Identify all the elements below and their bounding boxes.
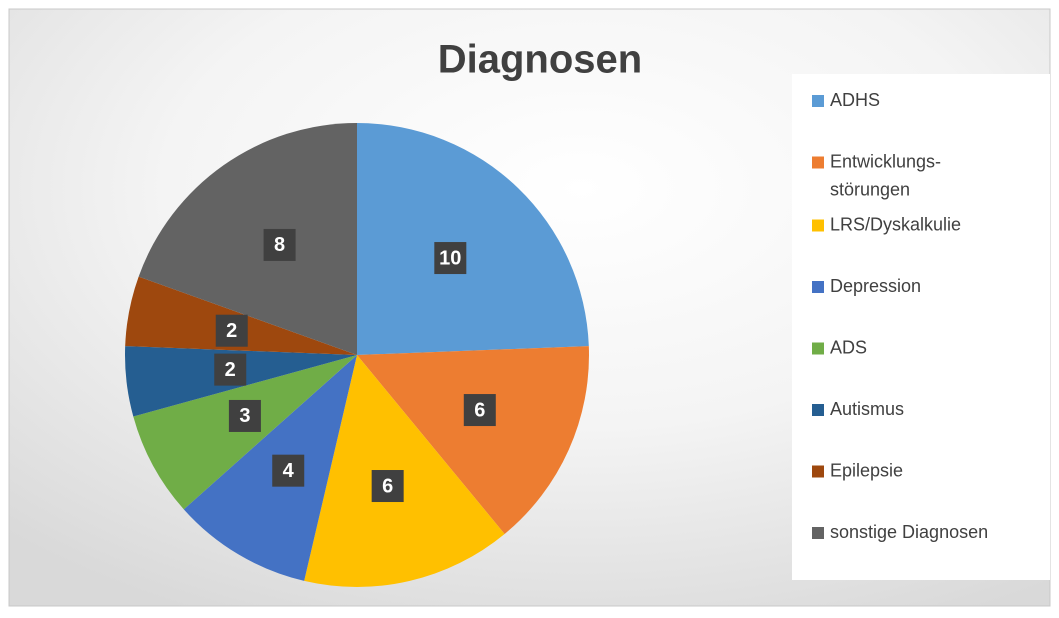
data-label: 6 — [382, 475, 393, 497]
legend-swatch — [812, 527, 824, 539]
data-label: 2 — [225, 359, 236, 381]
pie-slice — [138, 123, 357, 355]
data-label-box — [214, 353, 247, 386]
chart-title: Diagnosen — [438, 38, 642, 82]
pie-slice — [304, 355, 505, 587]
legend-swatch — [812, 281, 824, 293]
data-label: 3 — [239, 405, 250, 427]
data-label-box — [215, 314, 248, 347]
pie-slice — [183, 355, 357, 581]
legend-panel — [792, 74, 1050, 580]
legend-label: Entwicklungs-störungen — [830, 151, 941, 199]
legend-swatch — [812, 404, 824, 416]
data-label: 10 — [439, 247, 461, 269]
data-label-box — [371, 470, 404, 503]
pie-slice — [357, 346, 589, 534]
legend-label: LRS/Dyskalkulie — [830, 214, 961, 234]
data-label: 8 — [274, 234, 285, 256]
data-label-box — [272, 454, 305, 487]
data-label-box — [434, 242, 467, 275]
data-label-box — [228, 399, 261, 432]
data-label: 4 — [283, 460, 295, 482]
data-label-box — [263, 228, 296, 261]
pie-slice — [357, 123, 589, 355]
data-label: 2 — [226, 320, 237, 342]
legend-label: ADS — [830, 337, 867, 357]
legend-label: Epilepsie — [830, 460, 903, 480]
legend-swatch — [812, 95, 824, 107]
legend-swatch — [812, 219, 824, 232]
legend-label: Depression — [830, 276, 921, 296]
legend-swatch — [812, 156, 824, 169]
legend-swatch — [812, 465, 824, 478]
legend-label: Autismus — [830, 399, 904, 419]
legend-swatch — [812, 342, 824, 355]
data-label: 6 — [474, 399, 485, 421]
pie-slice — [133, 355, 357, 510]
data-label-box — [463, 394, 496, 427]
legend-label: ADHS — [830, 90, 880, 110]
legend-label: sonstige Diagnosen — [830, 522, 988, 542]
